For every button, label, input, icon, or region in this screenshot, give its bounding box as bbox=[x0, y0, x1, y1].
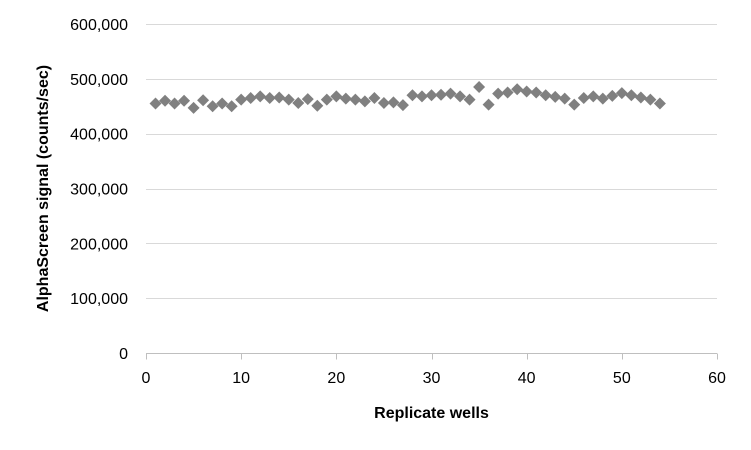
data-point bbox=[625, 89, 638, 102]
data-point bbox=[349, 93, 362, 106]
x-axis-tick-labels: 0 10 20 30 40 50 60 bbox=[142, 370, 726, 387]
y-tick-label: 600,000 bbox=[70, 17, 128, 34]
data-point bbox=[587, 90, 600, 103]
data-point bbox=[558, 92, 571, 105]
x-tick-label: 0 bbox=[142, 370, 151, 387]
data-point bbox=[530, 86, 543, 99]
data-point bbox=[330, 90, 343, 103]
x-axis-title: Replicate wells bbox=[374, 405, 489, 422]
data-point bbox=[520, 85, 533, 98]
x-tick-label: 60 bbox=[708, 370, 726, 387]
y-tick-label: 400,000 bbox=[70, 127, 128, 144]
data-point bbox=[549, 90, 562, 103]
data-point bbox=[244, 92, 257, 105]
data-point bbox=[178, 94, 191, 107]
data-point bbox=[235, 93, 248, 106]
data-point bbox=[358, 95, 371, 108]
y-axis-title: AlphaScreen signal (counts/sec) bbox=[35, 65, 52, 312]
data-point bbox=[216, 97, 229, 110]
data-point bbox=[406, 89, 419, 102]
data-points bbox=[149, 81, 666, 114]
y-tick-label: 100,000 bbox=[70, 291, 128, 308]
y-tick-label: 200,000 bbox=[70, 236, 128, 253]
data-point bbox=[653, 97, 666, 110]
data-point bbox=[415, 90, 428, 103]
data-point bbox=[568, 98, 581, 111]
y-tick-label: 500,000 bbox=[70, 72, 128, 89]
data-point bbox=[225, 100, 238, 113]
data-point bbox=[634, 91, 647, 104]
data-point bbox=[168, 97, 181, 110]
data-point bbox=[482, 98, 495, 111]
data-point bbox=[606, 89, 619, 102]
gridlines bbox=[146, 24, 717, 299]
x-tick-label: 40 bbox=[518, 370, 536, 387]
data-point bbox=[377, 96, 390, 109]
data-point bbox=[396, 99, 409, 112]
data-point bbox=[273, 91, 286, 104]
x-axis-ticks bbox=[146, 353, 718, 360]
data-point bbox=[387, 96, 400, 109]
x-tick-label: 20 bbox=[327, 370, 345, 387]
data-point bbox=[473, 81, 486, 94]
data-point bbox=[539, 89, 552, 102]
data-point bbox=[492, 87, 505, 100]
data-point bbox=[187, 101, 200, 114]
data-point bbox=[644, 93, 657, 106]
data-point bbox=[511, 83, 524, 96]
data-point bbox=[454, 90, 467, 103]
y-tick-label: 300,000 bbox=[70, 182, 128, 199]
data-point bbox=[206, 100, 219, 113]
data-point bbox=[311, 99, 324, 112]
data-point bbox=[159, 94, 172, 107]
y-tick-label: 0 bbox=[119, 346, 128, 363]
data-point bbox=[149, 97, 162, 110]
data-point bbox=[301, 93, 314, 106]
data-point bbox=[368, 92, 381, 105]
data-point bbox=[501, 86, 514, 99]
data-point bbox=[263, 92, 276, 105]
y-axis-tick-labels: 0 100,000 200,000 300,000 400,000 500,000 600,… bbox=[70, 17, 128, 363]
data-point bbox=[435, 88, 448, 101]
data-point bbox=[320, 93, 333, 106]
data-point bbox=[444, 87, 457, 100]
data-point bbox=[197, 94, 210, 107]
data-point bbox=[463, 93, 476, 106]
x-tick-label: 10 bbox=[232, 370, 250, 387]
data-point bbox=[425, 89, 438, 102]
data-point bbox=[615, 87, 628, 100]
data-point bbox=[596, 92, 609, 105]
data-point bbox=[254, 90, 267, 103]
data-point bbox=[282, 93, 295, 106]
data-point bbox=[577, 92, 590, 105]
x-tick-label: 30 bbox=[423, 370, 441, 387]
x-tick-label: 50 bbox=[613, 370, 631, 387]
data-point bbox=[292, 96, 305, 109]
data-point bbox=[339, 92, 352, 105]
